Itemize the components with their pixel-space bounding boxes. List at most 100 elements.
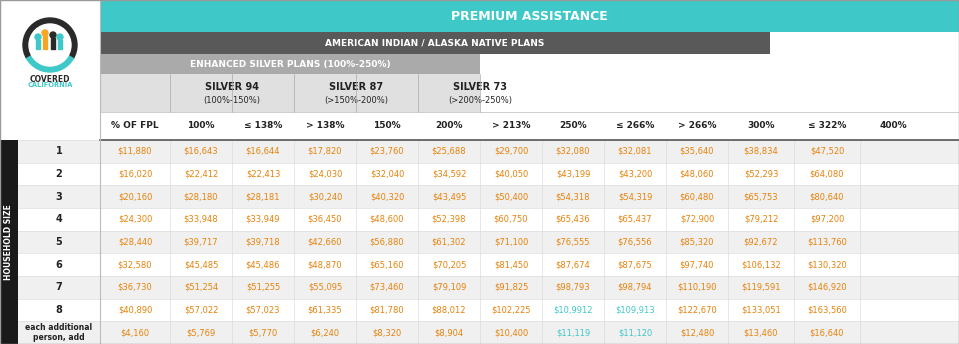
Text: $28,180: $28,180 <box>184 192 219 201</box>
Text: 8: 8 <box>56 305 62 315</box>
Bar <box>18 163 959 185</box>
Text: $106,132: $106,132 <box>741 260 781 269</box>
Circle shape <box>42 30 48 36</box>
Text: 300%: 300% <box>747 121 775 130</box>
Text: $47,520: $47,520 <box>809 147 844 156</box>
Text: $65,436: $65,436 <box>555 215 591 224</box>
Text: ≤ 138%: ≤ 138% <box>244 121 282 130</box>
Text: $29,700: $29,700 <box>494 147 528 156</box>
Text: $34,592: $34,592 <box>432 170 466 179</box>
Text: > 266%: > 266% <box>678 121 716 130</box>
Text: $38,834: $38,834 <box>743 147 779 156</box>
Text: $42,660: $42,660 <box>308 237 342 247</box>
Text: $33,949: $33,949 <box>246 215 280 224</box>
Text: $72,900: $72,900 <box>680 215 714 224</box>
Text: $81,450: $81,450 <box>494 260 528 269</box>
Text: $8,904: $8,904 <box>434 328 463 337</box>
Circle shape <box>50 32 56 38</box>
Text: $52,293: $52,293 <box>744 170 778 179</box>
Text: $10,400: $10,400 <box>494 328 528 337</box>
Text: $54,319: $54,319 <box>618 192 652 201</box>
Text: $48,600: $48,600 <box>370 215 405 224</box>
Text: $30,240: $30,240 <box>308 192 342 201</box>
Text: each additional
person, add: each additional person, add <box>26 323 93 342</box>
Text: $36,450: $36,450 <box>308 215 342 224</box>
Text: $80,640: $80,640 <box>809 192 844 201</box>
Bar <box>480 54 959 74</box>
Text: $88,012: $88,012 <box>432 305 466 314</box>
Bar <box>18 185 959 208</box>
Text: $133,051: $133,051 <box>741 305 781 314</box>
Text: $54,318: $54,318 <box>556 192 590 201</box>
Text: $45,485: $45,485 <box>184 260 219 269</box>
Text: 4: 4 <box>56 214 62 224</box>
Text: 150%: 150% <box>373 121 401 130</box>
Text: $24,030: $24,030 <box>308 170 342 179</box>
Text: $40,890: $40,890 <box>118 305 152 314</box>
Text: % OF FPL: % OF FPL <box>111 121 159 130</box>
Text: $23,760: $23,760 <box>369 147 405 156</box>
Text: $85,320: $85,320 <box>680 237 714 247</box>
Text: $16,640: $16,640 <box>809 328 844 337</box>
Text: $12,480: $12,480 <box>680 328 714 337</box>
Text: $60,480: $60,480 <box>680 192 714 201</box>
Text: SILVER 87: SILVER 87 <box>329 82 383 92</box>
Bar <box>18 253 959 276</box>
Bar <box>43 36 47 49</box>
Text: $79,212: $79,212 <box>744 215 778 224</box>
Text: CALIFORNIA: CALIFORNIA <box>27 82 73 88</box>
Text: PREMIUM ASSISTANCE: PREMIUM ASSISTANCE <box>451 10 608 22</box>
Text: $87,674: $87,674 <box>555 260 591 269</box>
Text: $146,920: $146,920 <box>807 283 847 292</box>
Bar <box>18 299 959 321</box>
Text: $87,675: $87,675 <box>618 260 652 269</box>
Text: 250%: 250% <box>559 121 587 130</box>
Text: $11,120: $11,120 <box>618 328 652 337</box>
Text: 400%: 400% <box>879 121 907 130</box>
Text: $39,717: $39,717 <box>184 237 219 247</box>
Text: $98,793: $98,793 <box>555 283 591 292</box>
Bar <box>18 321 959 344</box>
Circle shape <box>57 34 63 40</box>
Text: $163,560: $163,560 <box>807 305 847 314</box>
Text: (100%-150%): (100%-150%) <box>203 96 261 105</box>
Text: (>150%-200%): (>150%-200%) <box>324 96 388 105</box>
Bar <box>100 74 480 112</box>
Text: ≤ 322%: ≤ 322% <box>807 121 846 130</box>
Text: $6,240: $6,240 <box>311 328 339 337</box>
Text: $92,672: $92,672 <box>744 237 779 247</box>
Text: 2: 2 <box>56 169 62 179</box>
Wedge shape <box>23 18 77 58</box>
Text: $32,080: $32,080 <box>556 147 590 156</box>
Text: $40,050: $40,050 <box>494 170 528 179</box>
Text: $22,413: $22,413 <box>246 170 280 179</box>
Text: $32,040: $32,040 <box>370 170 404 179</box>
Text: $71,100: $71,100 <box>494 237 528 247</box>
Text: HOUSEHOLD SIZE: HOUSEHOLD SIZE <box>5 204 13 280</box>
Text: $39,718: $39,718 <box>246 237 280 247</box>
Text: 3: 3 <box>56 192 62 202</box>
Bar <box>18 231 959 253</box>
Bar <box>100 0 959 32</box>
Text: 100%: 100% <box>187 121 215 130</box>
Bar <box>18 208 959 231</box>
Text: $24,300: $24,300 <box>118 215 152 224</box>
Bar <box>51 38 55 49</box>
Text: ENHANCED SILVER PLANS (100%-250%): ENHANCED SILVER PLANS (100%-250%) <box>190 60 390 68</box>
Text: $60,750: $60,750 <box>494 215 528 224</box>
Text: $64,080: $64,080 <box>809 170 844 179</box>
Text: $65,437: $65,437 <box>618 215 652 224</box>
Text: ≤ 266%: ≤ 266% <box>616 121 654 130</box>
Text: $52,398: $52,398 <box>432 215 466 224</box>
Text: $36,730: $36,730 <box>118 283 152 292</box>
Text: COVERED: COVERED <box>30 75 70 84</box>
Text: $65,160: $65,160 <box>370 260 405 269</box>
Text: $76,555: $76,555 <box>556 237 590 247</box>
Text: (>200%-250%): (>200%-250%) <box>448 96 512 105</box>
Circle shape <box>35 34 41 40</box>
Text: $43,495: $43,495 <box>432 192 466 201</box>
Text: $4,160: $4,160 <box>121 328 150 337</box>
Text: $113,760: $113,760 <box>807 237 847 247</box>
Bar <box>100 112 959 140</box>
Wedge shape <box>27 55 74 72</box>
